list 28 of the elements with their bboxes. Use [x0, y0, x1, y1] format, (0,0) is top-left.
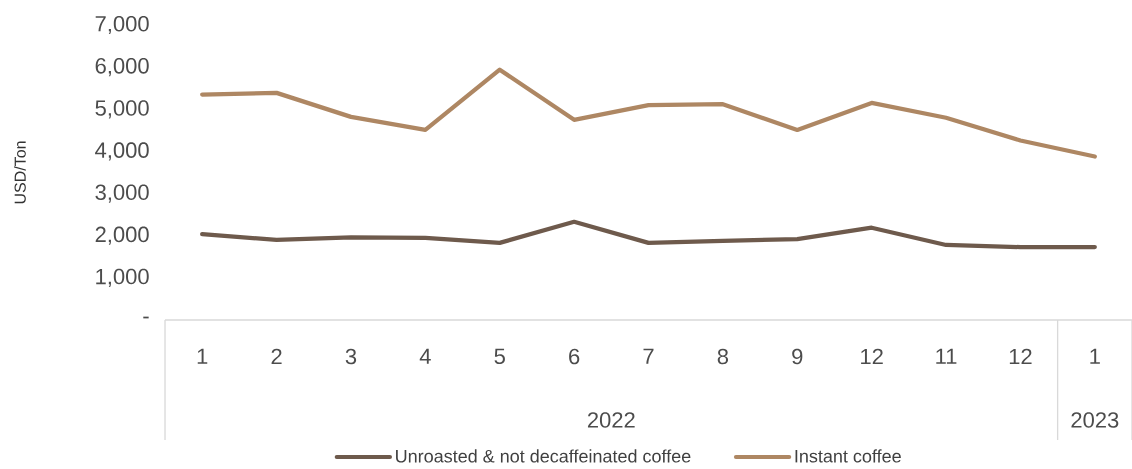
- x-tick-label: 12: [1009, 348, 1032, 365]
- x-tick-label: 4: [419, 348, 431, 364]
- x-tick-label: 12: [861, 348, 883, 365]
- line-series: [200, 67, 1097, 159]
- x-tick-label: 3: [345, 348, 357, 365]
- x-tick-label: 11: [936, 348, 957, 364]
- x-tick-label: 6: [569, 348, 580, 365]
- y-tick-label: 7,000: [95, 15, 149, 35]
- x-tick-label: 8: [717, 348, 729, 365]
- x-tick-label: 7: [643, 348, 654, 364]
- x-tick-label: 9: [792, 348, 803, 365]
- text: 2022: [587, 412, 635, 428]
- y-tick-label: 1,000: [96, 268, 149, 287]
- x-tick-label: 2: [271, 348, 282, 365]
- text: 2023: [1071, 412, 1119, 428]
- y-tick-label: 6,000: [95, 58, 149, 77]
- y-tick-label: -: [143, 316, 149, 319]
- line-series: [200, 219, 1097, 250]
- x-tick-label: 5: [494, 348, 505, 365]
- x-tick-label: 1: [197, 348, 208, 364]
- y-tick-label: 5,000: [95, 100, 149, 119]
- legend-label: Instant coffee: [795, 449, 901, 463]
- y-tick-label: 4,000: [95, 142, 149, 161]
- y-tick-label: 3,000: [95, 184, 149, 203]
- y-tick-label: 2,000: [95, 226, 149, 245]
- y-axis-title: USD/Ton: [14, 141, 26, 204]
- legend-label: Unroasted & not decaffeinated coffee: [396, 449, 691, 463]
- x-tick-label: 1: [1090, 348, 1100, 364]
